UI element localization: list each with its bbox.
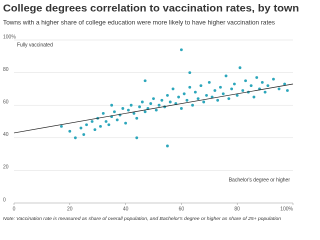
point <box>152 97 155 101</box>
point <box>138 105 141 109</box>
chart: College degrees correlation to vaccinati… <box>3 4 299 222</box>
point <box>185 98 189 102</box>
trend-line <box>13 83 294 134</box>
point <box>104 120 108 123</box>
point <box>149 102 153 105</box>
point <box>180 107 183 110</box>
point <box>132 111 136 115</box>
point <box>266 84 270 88</box>
point <box>73 136 77 140</box>
point <box>140 100 144 104</box>
point <box>182 92 186 96</box>
point <box>235 94 239 97</box>
point <box>171 87 175 91</box>
y-tick-label: 100% <box>3 34 16 40</box>
y-tick-label: 0 <box>3 197 6 203</box>
x-tick-label: 20 <box>67 206 73 212</box>
point <box>249 84 253 88</box>
point <box>90 120 94 123</box>
point <box>196 97 200 101</box>
point <box>252 95 256 99</box>
point <box>93 128 97 132</box>
point <box>188 85 192 89</box>
point <box>227 97 231 101</box>
point <box>143 110 147 114</box>
point <box>177 95 181 99</box>
chart-title: College degrees correlation to vaccinati… <box>3 4 299 15</box>
point <box>135 136 139 140</box>
point <box>283 82 287 86</box>
point <box>101 111 105 115</box>
point <box>85 123 88 127</box>
point <box>255 76 259 79</box>
point <box>82 133 86 136</box>
point <box>113 110 116 114</box>
point <box>160 98 164 102</box>
x-tick-label: 80 <box>234 206 240 212</box>
point <box>168 100 172 104</box>
point <box>233 82 236 86</box>
point <box>129 103 133 107</box>
point <box>188 71 192 74</box>
point <box>99 124 102 128</box>
point <box>263 90 267 94</box>
point <box>166 94 169 97</box>
point <box>260 80 264 84</box>
point <box>135 116 139 120</box>
point <box>277 87 281 91</box>
point <box>60 124 63 128</box>
x-tick-label: 40 <box>123 206 129 212</box>
point <box>68 129 72 133</box>
point <box>199 84 203 88</box>
point <box>154 108 158 112</box>
x-tick-label: 0 <box>13 206 16 212</box>
point <box>107 123 111 127</box>
point <box>191 103 194 107</box>
x-annotation: Bachelor's degree or higher <box>229 177 291 183</box>
point <box>205 94 208 97</box>
point <box>219 85 222 89</box>
point <box>286 89 289 92</box>
point <box>272 77 275 81</box>
point <box>221 92 225 96</box>
y-tick-label: 20 <box>3 165 9 171</box>
point <box>157 103 161 107</box>
y-tick-label: 40 <box>3 132 9 138</box>
point <box>202 100 206 104</box>
point <box>121 107 125 110</box>
point <box>193 90 197 94</box>
point <box>110 103 114 107</box>
point <box>126 108 130 112</box>
point <box>230 87 234 91</box>
note: Note: Vaccination rate is measured as sh… <box>3 216 281 221</box>
point <box>241 89 245 92</box>
point <box>213 89 217 92</box>
point <box>238 66 242 70</box>
point <box>79 126 83 130</box>
point <box>124 121 127 125</box>
point <box>207 80 211 84</box>
point <box>143 79 147 83</box>
point <box>244 79 247 83</box>
point <box>166 144 169 148</box>
chart-subtitle: Towns with a higher share of college edu… <box>3 21 275 27</box>
point <box>180 48 183 52</box>
point <box>115 118 119 122</box>
point <box>216 98 220 102</box>
x-tick-label: 100% <box>280 206 293 212</box>
y-tick-label: 60 <box>3 100 9 106</box>
point <box>224 74 228 78</box>
page: College degrees correlation to vaccinati… <box>3 3 299 222</box>
y-annotation: Fully vaccinated <box>17 42 53 48</box>
y-tick-label: 80 <box>3 67 9 73</box>
x-tick-label: 60 <box>179 206 185 212</box>
